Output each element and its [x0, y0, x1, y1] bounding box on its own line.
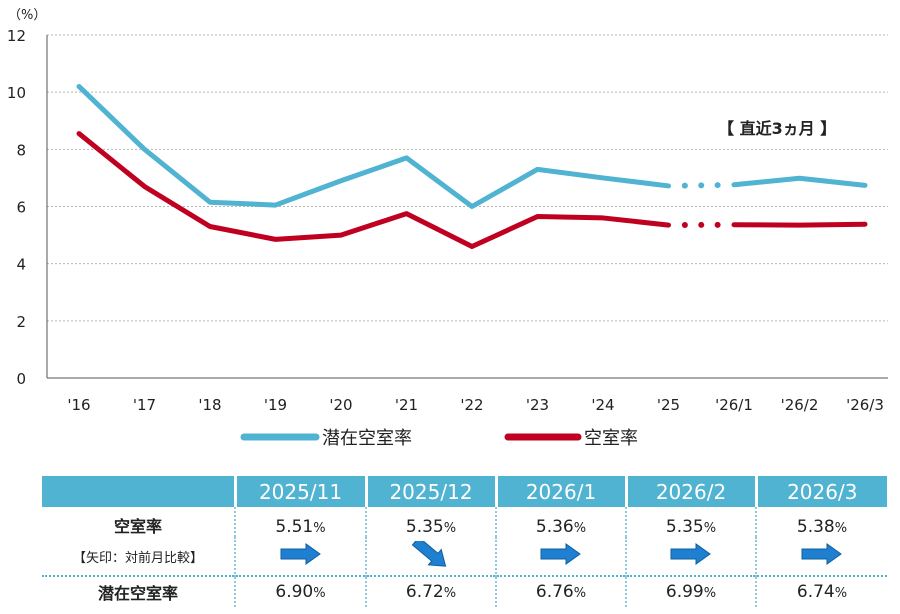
vacancy-value: 5.36%: [495, 507, 626, 537]
series-line-latent-vacancy: [76, 83, 671, 209]
table-header-month: 2026/1: [494, 476, 626, 507]
x-tick-label: '26/1: [715, 396, 753, 414]
trend-arrow-icon: [669, 541, 713, 572]
gap-dot: [681, 182, 688, 189]
vacancy-row-label: 空室率: [113, 517, 162, 536]
trend-arrow-icon: [279, 541, 323, 572]
gap-dot: [681, 222, 688, 229]
vacancy-value: 5.38%: [755, 507, 887, 537]
x-tick-label: '19: [264, 396, 287, 414]
latent-value: 6.99%: [625, 575, 756, 607]
latent-value: 6.90%: [234, 575, 366, 607]
x-tick-label: '24: [591, 396, 614, 414]
x-tick-label: '21: [395, 396, 418, 414]
annotation-label: 【 直近3ヵ月 】: [718, 119, 836, 138]
x-tick-label: '20: [329, 396, 352, 414]
x-tick-label: '23: [526, 396, 549, 414]
y-tick-label: 10: [7, 84, 26, 102]
trend-arrow-icon: [539, 541, 583, 572]
latent-value: 6.72%: [365, 575, 496, 607]
vacancy-value: 5.51%: [234, 507, 366, 537]
x-tick-label: '16: [67, 396, 90, 414]
x-tick-label: '25: [657, 396, 680, 414]
line-chart: 0 2 4 6 8 10 12 （%） '16 '17 '18 '19 '20 '21 '22 '23 '24 '…: [7, 8, 888, 449]
y-tick-label: 2: [16, 313, 26, 331]
gap-dot: [714, 182, 721, 189]
latent-row-label: 潜在空室率: [42, 575, 235, 607]
table-header-month: 2025/11: [233, 476, 366, 507]
monthly-table: 2025/11 2025/12 2026/1 2026/2 2026/3 空室率…: [42, 476, 887, 607]
y-tick-label: 6: [16, 199, 26, 217]
vacancy-value: 5.35%: [365, 507, 496, 537]
legend-label: 潜在空室率: [322, 428, 412, 449]
y-tick-label: 0: [16, 370, 26, 388]
y-axis-unit-label: （%）: [8, 8, 46, 23]
table-header-month: 2026/3: [754, 476, 887, 507]
latent-value: 6.76%: [495, 575, 626, 607]
table-header-month: 2026/2: [624, 476, 756, 507]
legend-label: 空室率: [584, 428, 638, 449]
table-header-month: 2025/12: [364, 476, 496, 507]
arrow-row-label: 【矢印：対前月比較】: [72, 550, 203, 566]
gap-dot: [698, 221, 705, 228]
x-tick-label: '22: [460, 396, 483, 414]
trend-arrow-icon: [409, 536, 453, 572]
table-header-blank: [42, 476, 235, 507]
y-tick-label: 4: [16, 256, 26, 274]
latent-value: 6.74%: [755, 575, 887, 607]
x-tick-label: '26/2: [781, 396, 819, 414]
series-line-latent-vacancy-recent: [731, 175, 868, 188]
x-tick-label: '18: [198, 396, 221, 414]
series-line-vacancy-recent: [731, 221, 868, 228]
gap-dot: [714, 221, 721, 228]
series-line-vacancy: [76, 131, 671, 250]
x-tick-label: '17: [133, 396, 156, 414]
y-tick-label: 12: [7, 27, 26, 45]
vacancy-value: 5.35%: [625, 507, 756, 537]
trend-arrow-icon: [800, 541, 844, 572]
y-tick-label: 8: [16, 141, 26, 159]
x-tick-label: '26/3: [846, 396, 884, 414]
gap-dot: [698, 182, 705, 189]
